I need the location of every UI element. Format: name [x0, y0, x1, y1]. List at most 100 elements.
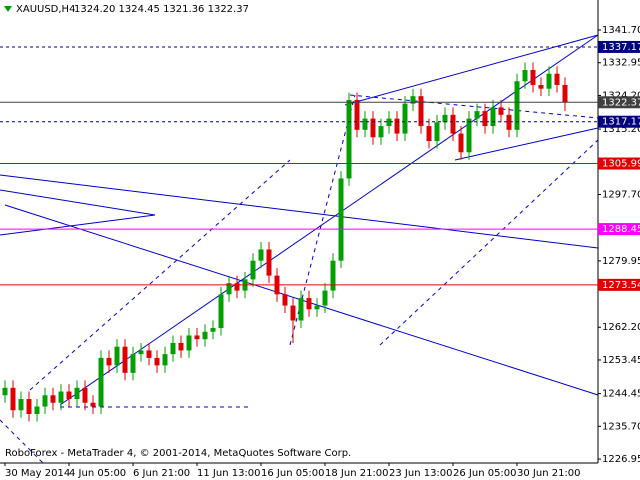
candle-body — [74, 387, 80, 400]
candle-body — [202, 331, 208, 340]
candle-body — [450, 114, 456, 134]
y-tick-label: 1262.20 — [602, 322, 640, 333]
candle-body — [58, 391, 64, 403]
candle-body — [146, 350, 152, 358]
candle-body — [354, 99, 360, 130]
candle-body — [338, 178, 344, 261]
level-label-box — [598, 157, 640, 170]
level-label-box — [598, 223, 640, 236]
candle-body — [314, 305, 320, 310]
candle-body — [458, 133, 464, 153]
level-label-box — [598, 115, 640, 128]
x-tick-label: 4 Jun 05:00 — [69, 468, 126, 479]
candle-body — [154, 357, 160, 366]
candle-body — [546, 73, 552, 89]
candle-body — [562, 84, 568, 103]
candle-body — [186, 335, 192, 351]
candle-body — [178, 342, 184, 351]
candle-body — [130, 354, 136, 373]
candle-body — [26, 399, 32, 414]
candle-body — [34, 406, 40, 414]
x-tick-label: 26 Jun 05:00 — [453, 468, 517, 479]
y-tick-label: 1341.70 — [602, 25, 640, 36]
candle-body — [282, 294, 288, 306]
candle-body — [426, 126, 432, 142]
candle-body — [410, 96, 416, 104]
candle-body — [370, 118, 376, 138]
candle-body — [506, 114, 512, 130]
candle-body — [394, 118, 400, 134]
x-tick-label: 16 Jun 05:00 — [261, 468, 325, 479]
candle-body — [306, 298, 312, 310]
candle-body — [122, 346, 128, 373]
candle-body — [98, 357, 104, 407]
candle-body — [330, 260, 336, 291]
candle-body — [418, 96, 424, 127]
level-label-box — [598, 40, 640, 53]
candle-body — [266, 249, 272, 276]
symbol-icon — [4, 6, 12, 12]
candle-body — [514, 81, 520, 130]
y-tick-label: 1315.20 — [602, 124, 640, 135]
y-tick-label: 1324.20 — [602, 90, 640, 101]
candle-body — [250, 260, 256, 280]
candle-body — [298, 298, 304, 321]
candle-body — [386, 118, 392, 127]
level-label-box — [598, 278, 640, 291]
candle-body — [474, 111, 480, 119]
candle-body — [482, 111, 488, 127]
candle-body — [66, 391, 72, 400]
candle-body — [466, 118, 472, 153]
candle-body — [10, 387, 16, 411]
candle-body — [362, 118, 368, 130]
y-tick-label: 1244.45 — [602, 389, 640, 400]
candle-body — [42, 395, 48, 407]
x-tick-label: 18 Jun 21:00 — [325, 468, 389, 479]
candle-body — [378, 126, 384, 138]
footer: RoboForex - MetaTrader 4, © 2001-2014, M… — [5, 448, 351, 459]
level-label: 1337.17 — [602, 42, 640, 53]
candle-body — [50, 395, 56, 403]
y-tick-label: 1297.70 — [602, 190, 640, 201]
candle-body — [170, 342, 176, 355]
y-tick-label: 1253.45 — [602, 355, 640, 366]
level-label: 1288.45 — [602, 224, 640, 235]
candle-body — [194, 335, 200, 340]
candle-body — [498, 107, 504, 115]
level-label: 1317.17 — [602, 117, 640, 128]
x-tick-label: 30 May 2014 — [5, 468, 70, 479]
candle-body — [402, 103, 408, 134]
candle-body — [226, 283, 232, 295]
candle-body — [18, 399, 24, 411]
candle-body — [554, 73, 560, 85]
candle-body — [258, 249, 264, 261]
candle-body — [522, 70, 528, 82]
candle-body — [162, 354, 168, 366]
candle-body — [538, 84, 544, 89]
candle-body — [234, 283, 240, 291]
candle-body — [490, 107, 496, 127]
candle-body — [114, 346, 120, 366]
level-label: 1273.54 — [602, 280, 640, 291]
candle-body — [2, 387, 8, 396]
candle-body — [138, 350, 144, 355]
level-label: 1322.37 — [602, 97, 640, 108]
candle-body — [442, 114, 448, 123]
candle-body — [346, 99, 352, 179]
candle-body — [90, 402, 96, 407]
y-tick-label: 1279.95 — [602, 256, 640, 267]
ohlc-readout: 1324.20 1324.45 1321.36 1322.37 — [74, 4, 249, 15]
candle-body — [290, 305, 296, 321]
level-label: 1305.99 — [602, 159, 640, 170]
level-label-box — [598, 96, 640, 109]
y-tick-label: 1226.95 — [602, 454, 640, 465]
chart-title: XAUUSD,H4 — [16, 4, 75, 15]
x-tick-label: 30 Jun 21:00 — [517, 468, 581, 479]
x-tick-label: 11 Jun 13:00 — [197, 468, 261, 479]
candle-body — [218, 294, 224, 328]
candle-body — [210, 327, 216, 332]
candle-body — [434, 122, 440, 142]
candle-body — [322, 290, 328, 306]
y-tick-label: 1332.95 — [602, 58, 640, 69]
